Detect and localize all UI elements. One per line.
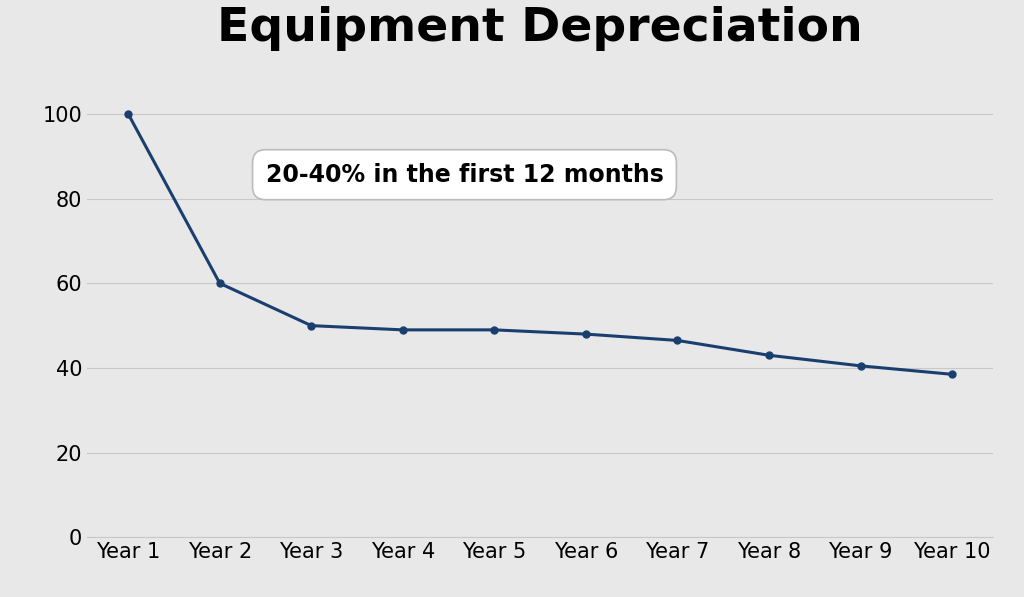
Text: 20-40% in the first 12 months: 20-40% in the first 12 months: [265, 163, 664, 187]
Title: Equipment Depreciation: Equipment Depreciation: [217, 6, 863, 51]
